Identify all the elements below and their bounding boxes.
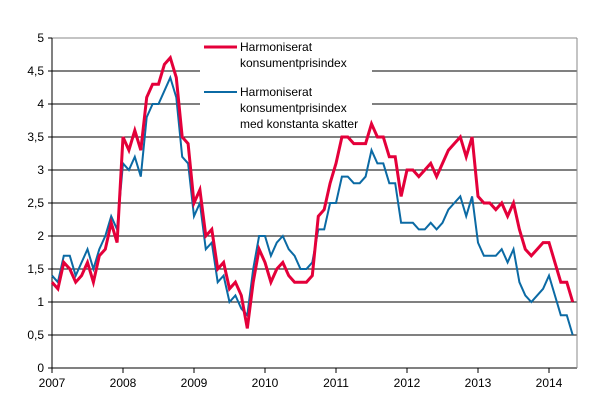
y-tick-label: 4,5: [27, 64, 44, 78]
y-tick-label: 0: [37, 361, 44, 375]
series-lines: [50, 54, 575, 336]
series-line-hicp: [50, 54, 575, 329]
x-tick-label: 2012: [394, 376, 421, 390]
x-tick-label: 2008: [110, 376, 137, 390]
x-tick-label: 2007: [39, 376, 66, 390]
x-tick-label: 2013: [465, 376, 492, 390]
legend-label-hicp-ct-line3: med konstanta skatter: [240, 117, 358, 131]
y-tick-label: 1: [37, 295, 44, 309]
legend: Harmoniserat konsumentprisindex Harmonis…: [200, 39, 372, 131]
y-tick-label: 5: [37, 31, 44, 45]
legend-label-hicp-ct-line1: Harmoniserat: [240, 85, 313, 99]
legend-background: [200, 39, 372, 127]
axes: [48, 37, 578, 373]
x-tick-label: 2009: [181, 376, 208, 390]
y-tick-labels: 0 0,5 1 1,5 2 2,5 3 3,5 4 4,5 5: [27, 31, 44, 375]
x-tick-label: 2011: [323, 376, 349, 390]
legend-label-hicp-ct-line2: konsumentprisindex: [240, 101, 347, 115]
legend-label-hicp-line2: konsumentprisindex: [240, 56, 347, 70]
x-tick-label: 2014: [536, 376, 563, 390]
y-tick-label: 2: [37, 229, 44, 243]
y-tick-label: 3: [37, 163, 44, 177]
y-tick-label: 3,5: [27, 130, 44, 144]
y-tick-label: 0,5: [27, 328, 44, 342]
y-tick-label: 4: [37, 97, 44, 111]
legend-label-hicp-line1: Harmoniserat: [240, 40, 313, 54]
y-tick-label: 1,5: [27, 262, 44, 276]
y-tick-label: 2,5: [27, 196, 44, 210]
x-tick-label: 2010: [252, 376, 279, 390]
x-tick-labels: 2007 2008 2009 2010 2011 2012 2013 2014: [39, 376, 563, 390]
